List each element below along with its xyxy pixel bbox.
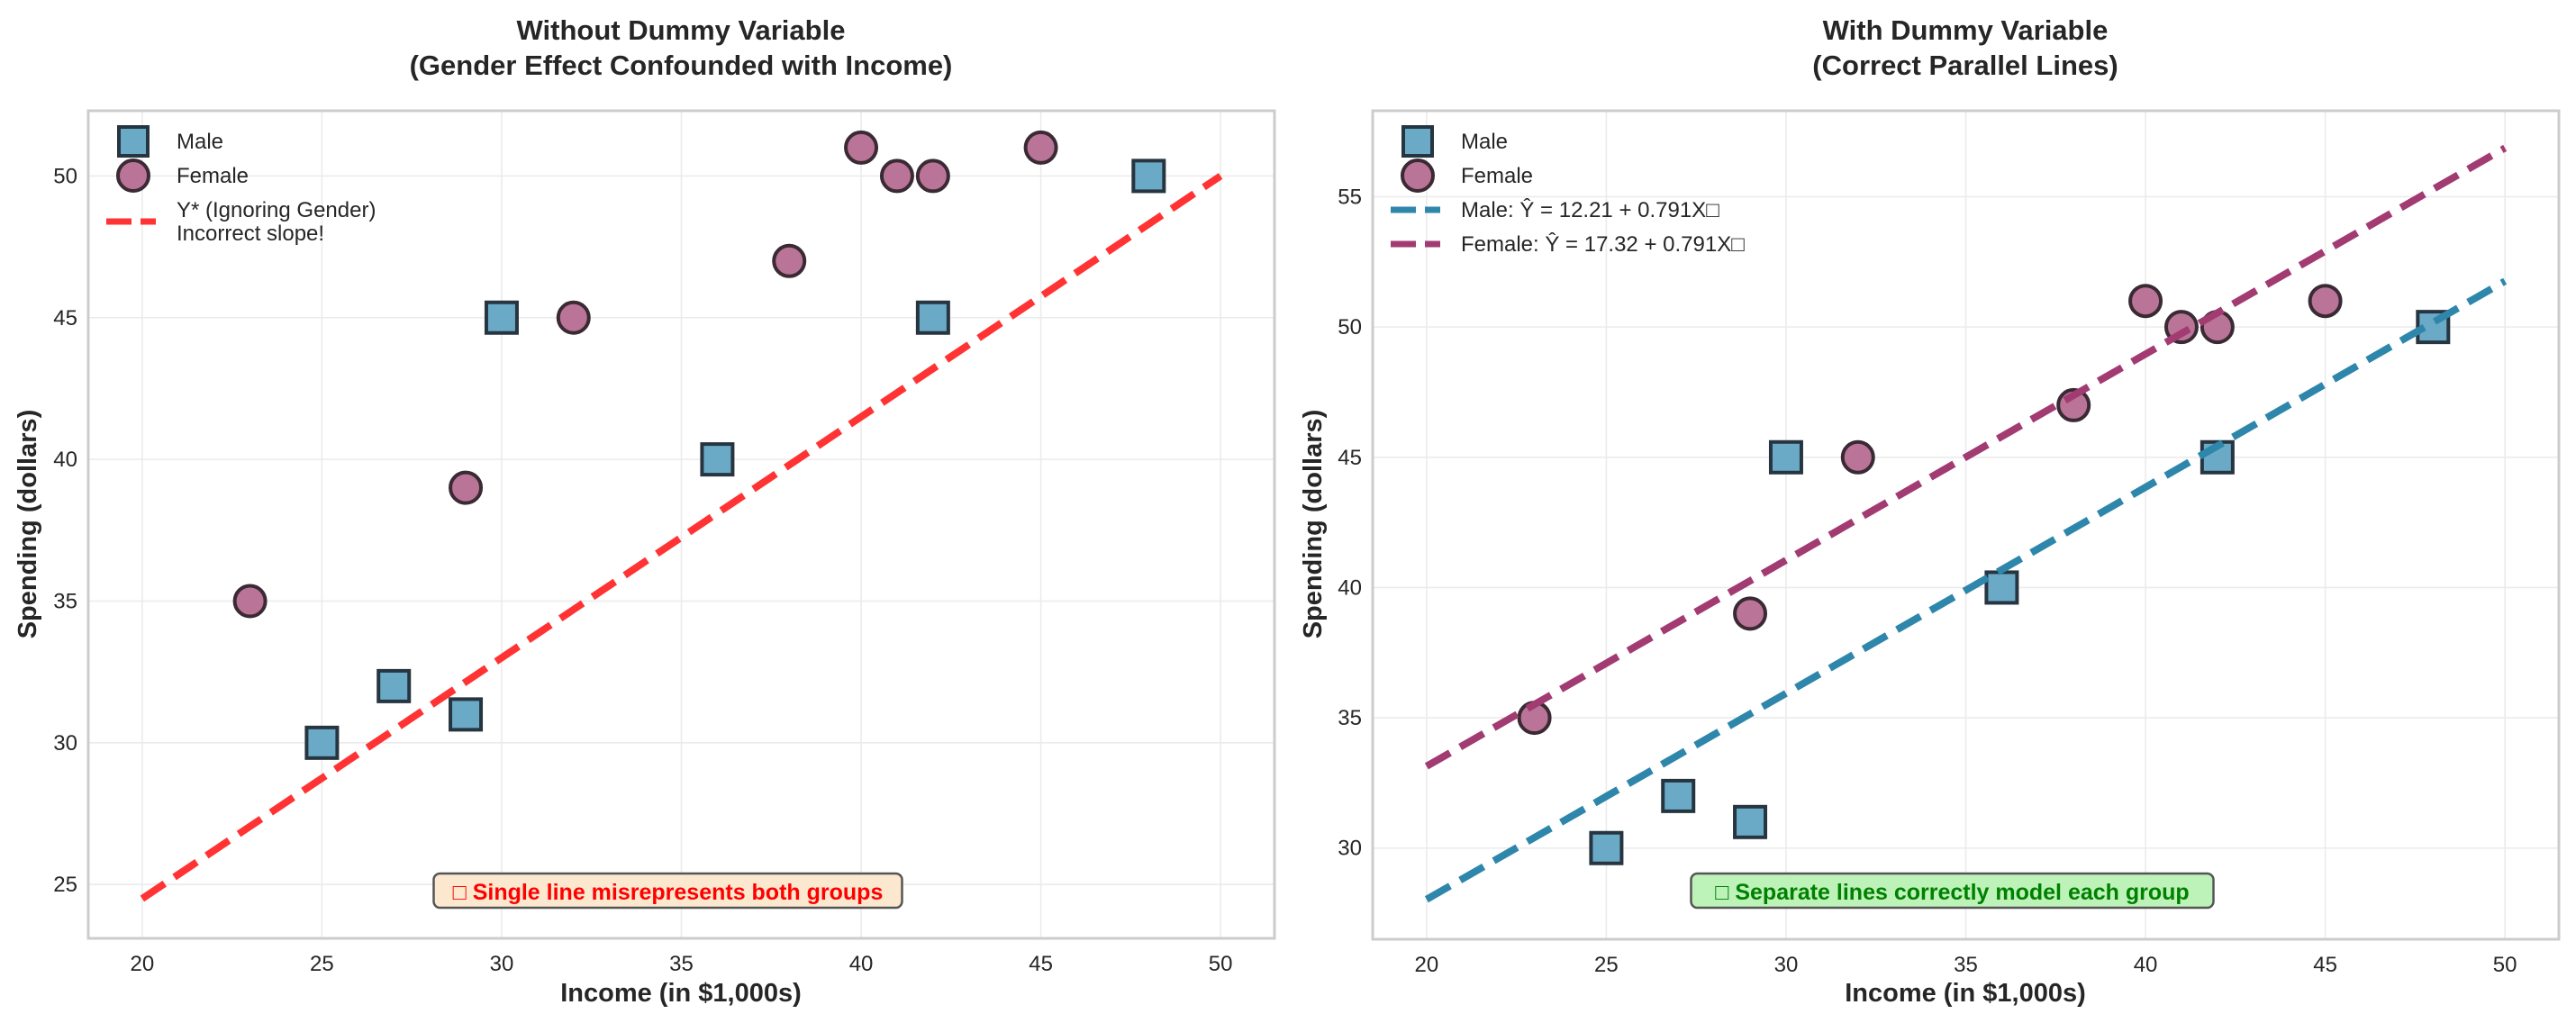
y-tick-label: 50 [1338, 315, 1362, 339]
regression-line-ignoring-gender [140, 173, 1223, 902]
regression-line-female [1424, 144, 2508, 770]
legend-female-marker [1401, 158, 1435, 193]
tick-labels: 20 25 30 35 40 45 50 30 35 40 45 50 55 [1338, 185, 2517, 977]
male-point [1733, 804, 1768, 839]
male-point [1984, 570, 2019, 605]
regression-line-male [1424, 277, 2508, 903]
axes-frame [1371, 109, 2561, 941]
male-point [449, 697, 484, 732]
x-tick-label: 50 [2493, 953, 2517, 977]
x-tick-label: 50 [1209, 952, 1233, 976]
male-point [304, 725, 340, 760]
female-point [844, 130, 879, 165]
annotation: □ Separate lines correctly model each gr… [1690, 872, 2215, 910]
y-axis-label: Spending (dollars) [1299, 410, 1328, 639]
female-point [772, 243, 807, 278]
legend-label: Male: Ŷ = 12.21 + 0.791X□ [1461, 198, 1719, 222]
female-point [1840, 439, 1875, 475]
x-tick-label: 20 [131, 952, 155, 976]
x-tick-label: 45 [2313, 953, 2337, 977]
x-tick-label: 45 [1029, 952, 1053, 976]
male-point [376, 668, 412, 703]
legend-label: Male [1461, 130, 1508, 154]
y-tick-label: 55 [1338, 185, 1362, 209]
x-tick-label: 30 [490, 952, 514, 976]
female-point [232, 584, 268, 619]
chart-title-line-2: (Gender Effect Confounded with Income) [410, 50, 953, 81]
annotation: □ Single line misrepresents both groups [432, 872, 903, 910]
legend-label: Female: Ŷ = 17.32 + 0.791X□ [1461, 232, 1745, 257]
female-point [2128, 284, 2163, 319]
y-tick-label: 40 [1338, 575, 1362, 600]
annotation-text: □ Single line misrepresents both groups [453, 880, 884, 905]
legend-male-marker [117, 125, 150, 158]
legend-label: Female [1461, 164, 1533, 188]
x-tick-label: 40 [2134, 953, 2158, 977]
x-tick-label: 35 [1954, 953, 1978, 977]
x-axis-label: Income (in $1,000s) [560, 979, 802, 1008]
annotation-text: □ Separate lines correctly model each gr… [1715, 880, 2189, 905]
axes-frame [86, 109, 1276, 940]
plot-area [140, 130, 1223, 902]
y-tick-label: 50 [53, 164, 77, 188]
annotation-box [432, 872, 903, 910]
chart-title-line-1: Without Dummy Variable [517, 14, 846, 46]
legend-male-marker [1401, 125, 1434, 158]
annotation-box [1690, 872, 2215, 910]
legend: Male Female Male: Ŷ = 12.21 + 0.791X□ Femal… [1391, 125, 1745, 257]
y-tick-label: 45 [53, 306, 77, 330]
legend-female-marker [116, 158, 150, 193]
y-tick-label: 40 [53, 448, 77, 472]
tick-labels: 20 25 30 35 40 45 50 25 30 35 40 45 50 [53, 164, 1232, 976]
male-point [1768, 439, 1803, 475]
y-tick-label: 45 [1338, 446, 1362, 470]
female-point [449, 470, 484, 505]
legend: Male Female Y* (Ignoring Gender)Incorrect … [106, 125, 376, 246]
male-point [1131, 158, 1166, 194]
chart-title-line-2: (Correct Parallel Lines) [1812, 50, 2118, 81]
x-tick-label: 40 [849, 952, 874, 976]
legend-label: Female [177, 164, 249, 188]
y-axis-label: Spending (dollars) [14, 410, 42, 639]
panel-with-dummy: With Dummy Variable (Correct Parallel Li… [1299, 14, 2561, 1008]
legend-label: Male [177, 130, 223, 154]
x-tick-label: 25 [1594, 953, 1619, 977]
legend-label: Y* (Ignoring Gender) [177, 198, 376, 222]
female-point [1023, 130, 1058, 165]
x-tick-label: 20 [1415, 953, 1439, 977]
y-tick-label: 30 [1338, 837, 1362, 861]
y-tick-label: 35 [1338, 706, 1362, 730]
chart-title-line-1: With Dummy Variable [1823, 14, 2109, 46]
y-tick-label: 25 [53, 873, 77, 897]
female-point [2308, 284, 2343, 319]
female-point [556, 300, 591, 335]
female-point [915, 158, 950, 194]
male-point [484, 300, 519, 335]
grid [88, 111, 1274, 938]
male-point [1589, 830, 1624, 865]
male-point [915, 300, 950, 335]
y-tick-label: 35 [53, 589, 77, 613]
y-tick-label: 30 [53, 731, 77, 756]
legend-label: Incorrect slope! [177, 222, 324, 246]
male-point [1661, 778, 1696, 813]
panel-without-dummy: Without Dummy Variable (Gender Effect Co… [14, 14, 1276, 1008]
female-point [879, 158, 914, 194]
x-axis-label: Income (in $1,000s) [1845, 979, 2086, 1008]
female-point [1733, 596, 1768, 631]
x-tick-label: 30 [1774, 953, 1799, 977]
x-tick-label: 35 [669, 952, 694, 976]
male-point [700, 442, 735, 477]
x-tick-label: 25 [310, 952, 334, 976]
plot-area [1424, 144, 2508, 903]
